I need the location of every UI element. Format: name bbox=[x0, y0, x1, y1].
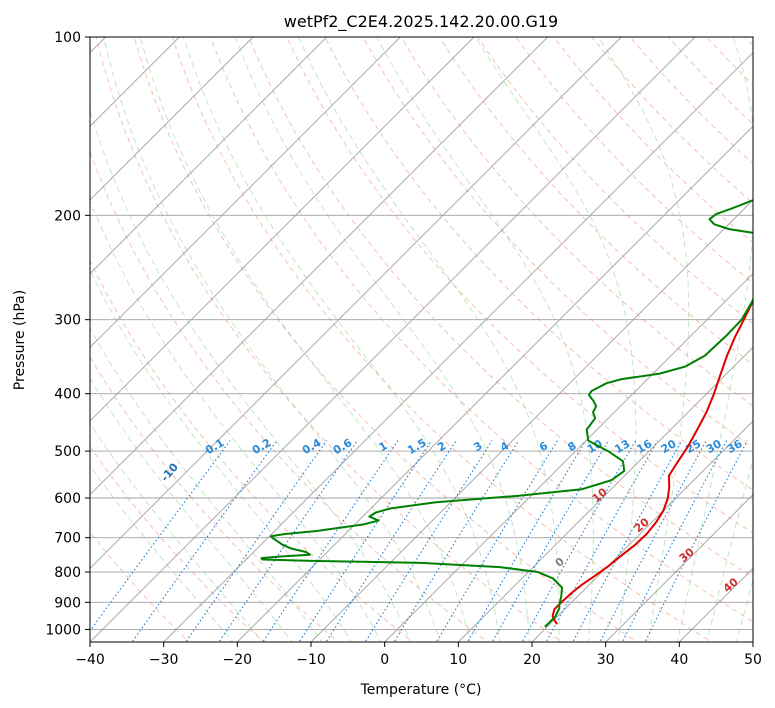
isotherm bbox=[237, 125, 753, 642]
isotherm bbox=[605, 494, 753, 642]
mixing-ratio-line bbox=[131, 440, 278, 642]
x-tick-label: −20 bbox=[223, 652, 253, 668]
isotherm bbox=[90, 37, 696, 642]
isotherm bbox=[90, 37, 548, 496]
mixing-ratio-line bbox=[621, 440, 728, 642]
y-tick-label: 400 bbox=[54, 387, 81, 403]
dry-adiabat bbox=[90, 150, 489, 642]
mixing-ratio-line bbox=[262, 440, 399, 642]
y-tick-label: 900 bbox=[54, 595, 81, 611]
x-tick-label: 20 bbox=[523, 652, 541, 668]
temperature-line bbox=[551, 297, 753, 625]
isotherm bbox=[90, 37, 254, 201]
dry-adiabat bbox=[400, 37, 753, 407]
y-tick-label: 600 bbox=[54, 491, 81, 507]
x-tick-label: −30 bbox=[149, 652, 179, 668]
x-tick-label: 50 bbox=[744, 652, 762, 668]
moist-adiabat bbox=[90, 199, 382, 642]
mixing-ratio-line bbox=[491, 440, 609, 642]
dry-adiabat bbox=[324, 37, 753, 491]
isotherm bbox=[384, 273, 753, 642]
dry-adiabat bbox=[248, 37, 753, 578]
mixing-ratio-line bbox=[393, 440, 520, 642]
dry-adiabat bbox=[171, 37, 713, 642]
x-tick-label: −10 bbox=[296, 652, 326, 668]
isotherm bbox=[90, 37, 475, 422]
dry-adiabat bbox=[209, 37, 753, 623]
y-tick-label: 800 bbox=[54, 565, 81, 581]
data-series bbox=[260, 199, 753, 628]
background-lines bbox=[90, 37, 753, 642]
isotherm bbox=[90, 37, 622, 569]
mixing-ratio-line bbox=[572, 440, 683, 642]
mixing-ratio-line bbox=[521, 440, 637, 642]
mixing-ratio-line bbox=[435, 440, 558, 642]
isotherm bbox=[310, 199, 753, 642]
dry-adiabat bbox=[286, 37, 753, 534]
isotherm bbox=[531, 420, 753, 642]
isotherm bbox=[458, 346, 753, 642]
y-axis-label: Pressure (hPa) bbox=[12, 290, 28, 390]
isotherm bbox=[90, 37, 327, 275]
x-tick-label: 30 bbox=[597, 652, 615, 668]
mixing-ratio-line bbox=[298, 440, 432, 642]
x-tick-label: 10 bbox=[449, 652, 467, 668]
y-tick-label: 1000 bbox=[45, 622, 81, 638]
y-tick-label: 700 bbox=[54, 531, 81, 547]
x-tick-label: 0 bbox=[380, 652, 389, 668]
axis-ticks: −40 −30 −20 −10 0 10 20 30 40 50 100 200 300 400 500 60… bbox=[45, 30, 762, 668]
isotherm bbox=[90, 37, 401, 348]
x-tick-label: 40 bbox=[670, 652, 688, 668]
x-tick-label: −40 bbox=[75, 652, 105, 668]
mixing-ratio-line bbox=[185, 440, 328, 642]
dewpoint-line bbox=[260, 199, 753, 628]
mixing-ratio-line bbox=[545, 440, 659, 642]
mixing-ratio-line bbox=[466, 440, 587, 642]
moist-adiabat bbox=[90, 108, 412, 642]
y-tick-label: 100 bbox=[54, 30, 81, 46]
chart-title: wetPf2_C2E4.2025.142.20.00.G19 bbox=[284, 12, 558, 32]
plot-frame bbox=[89, 36, 754, 643]
isotherm bbox=[163, 52, 753, 642]
y-tick-label: 300 bbox=[54, 313, 81, 329]
x-axis-label: Temperature (°C) bbox=[360, 682, 482, 698]
y-tick-label: 200 bbox=[54, 208, 81, 224]
y-tick-label: 500 bbox=[54, 444, 81, 460]
mixing-ratio-line bbox=[599, 440, 707, 642]
